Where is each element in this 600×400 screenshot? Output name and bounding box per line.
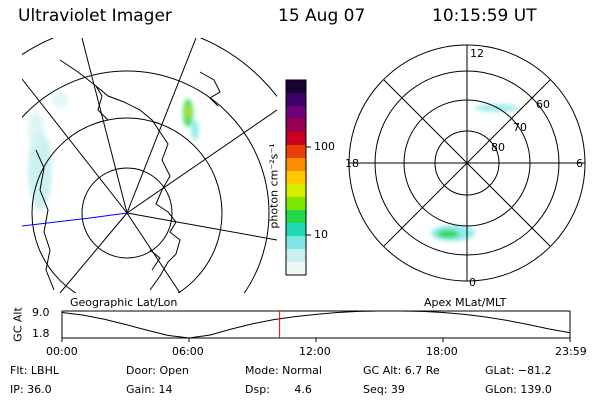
y-tick-label-top: 9.0 bbox=[32, 306, 50, 319]
status-gain: Gain: 14 bbox=[126, 383, 173, 396]
longitude-lines bbox=[22, 38, 277, 293]
y-tick-label-bottom: 1.8 bbox=[32, 327, 50, 340]
status-seq: Seq: 39 bbox=[363, 383, 405, 396]
aurora-emission-geo bbox=[28, 92, 199, 210]
status-glon: GLon: 139.0 bbox=[485, 383, 552, 396]
mlat-label-80: 80 bbox=[491, 141, 505, 154]
colorbar-cell bbox=[286, 236, 306, 250]
colorbar-cell bbox=[286, 197, 306, 211]
colorbar-cell bbox=[286, 210, 306, 224]
plot-frame bbox=[61, 310, 571, 339]
x-tick-label-12: 12:00 bbox=[299, 345, 331, 358]
current-meridian-line bbox=[22, 212, 128, 227]
mlt-label-18: 18 bbox=[345, 157, 359, 170]
colorbar-cell bbox=[286, 119, 306, 133]
colorbar-cell bbox=[286, 80, 306, 94]
colorbar-cell bbox=[286, 106, 306, 120]
colorbar-label-100: 100 bbox=[314, 140, 335, 153]
x-tick-label-2359: 23:59 bbox=[555, 345, 587, 358]
status-door: Door: Open bbox=[126, 364, 189, 377]
observation-date: 15 Aug 07 bbox=[278, 6, 366, 26]
status-ip: IP: 36.0 bbox=[10, 383, 52, 396]
colorbar-cell bbox=[286, 223, 306, 237]
observation-time: 10:15:59 UT bbox=[432, 6, 537, 26]
coastline-outline bbox=[35, 59, 221, 291]
colorbar-cell bbox=[286, 158, 306, 172]
x-tick-label-00: 00:00 bbox=[46, 345, 78, 358]
colorbar-cell bbox=[286, 145, 306, 159]
apex-panel-label: Apex MLat/MLT bbox=[424, 296, 507, 309]
mlat-label-60: 60 bbox=[536, 98, 550, 111]
instrument-title: Ultraviolet Imager bbox=[18, 6, 172, 26]
gc-alt-series-line bbox=[61, 310, 571, 339]
colorbar-cell bbox=[286, 262, 306, 276]
colorbar-cell bbox=[286, 93, 306, 107]
colorbar-label-10: 10 bbox=[314, 228, 328, 241]
colorbar bbox=[285, 79, 311, 276]
apex-polar-panel bbox=[348, 44, 586, 282]
status-flt: Flt: LBHL bbox=[10, 364, 59, 377]
status-dsp: Dsp: 4.6 bbox=[245, 383, 312, 396]
mlt-label-6: 6 bbox=[576, 157, 583, 170]
status-mode: Mode: Normal bbox=[245, 364, 322, 377]
mlat-label-70: 70 bbox=[513, 121, 527, 134]
status-gc-alt: GC Alt: 6.7 Re bbox=[363, 364, 440, 377]
geographic-map-panel bbox=[22, 38, 277, 293]
mlt-label-0: 0 bbox=[469, 276, 476, 289]
x-tick-label-18: 18:00 bbox=[426, 345, 458, 358]
geographic-panel-label: Geographic Lat/Lon bbox=[70, 296, 178, 309]
colorbar-cell bbox=[286, 249, 306, 263]
colorbar-cell bbox=[286, 132, 306, 146]
colorbar-unit-label: photon cm⁻²s⁻¹ bbox=[267, 143, 281, 229]
colorbar-cell bbox=[286, 171, 306, 185]
colorbar-cell bbox=[286, 184, 306, 198]
status-glat: GLat: −81.2 bbox=[485, 364, 552, 377]
mlt-lines bbox=[349, 45, 585, 281]
y-axis-label: GC Alt bbox=[11, 307, 25, 342]
altitude-strip-chart bbox=[61, 310, 571, 342]
x-tick-label-06: 06:00 bbox=[172, 345, 204, 358]
mlt-label-12: 12 bbox=[470, 47, 484, 60]
aurora-emission-apex bbox=[431, 104, 519, 241]
colorbar-cells bbox=[286, 80, 306, 276]
latitude-circles bbox=[22, 38, 277, 293]
